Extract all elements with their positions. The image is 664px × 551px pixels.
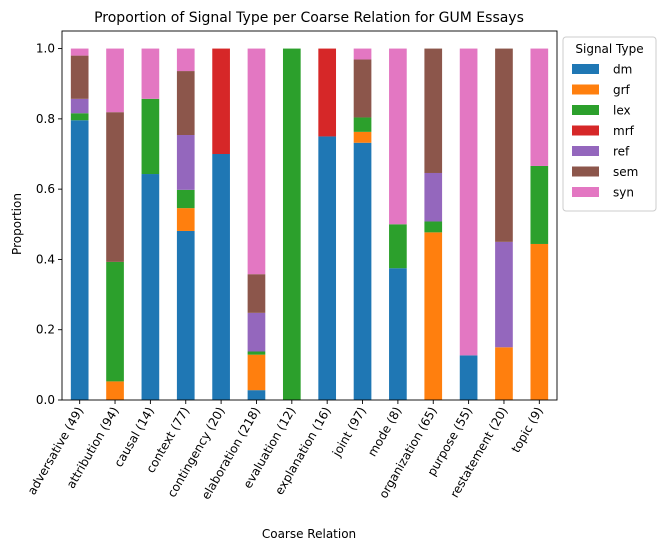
bar-segment-sem-0 [70, 55, 89, 99]
bar-segment-lex-9 [389, 224, 407, 269]
bar-segment-syn-0 [70, 48, 89, 56]
bar-segment-lex-1 [106, 261, 124, 382]
x-axis-title: Coarse Relation [262, 527, 356, 541]
chart-title: Proportion of Signal Type per Coarse Rel… [94, 10, 524, 26]
bar-segment-syn-11 [459, 48, 478, 356]
bar-segment-grf-1 [106, 381, 124, 400]
legend-swatch-sem [572, 166, 599, 177]
bar-segment-mrf-7 [318, 48, 337, 137]
legend-label-lex: lex [613, 104, 631, 118]
x-tick-label: topic (9) [509, 405, 546, 456]
bar-segment-sem-10 [424, 48, 443, 173]
legend-label-mrf: mrf [613, 124, 635, 138]
bar-segment-lex-6 [282, 48, 301, 400]
bar-segment-lex-2 [141, 98, 160, 175]
bar-segment-syn-8 [353, 48, 372, 60]
x-tick-label: mode (8) [365, 405, 405, 459]
y-tick-label: 0.2 [36, 323, 55, 337]
bar-segment-ref-12 [495, 241, 513, 348]
bar-segment-lex-8 [353, 117, 372, 132]
legend: Signal Type dm grf lex mrf ref sem syn [562, 36, 657, 212]
legend-label-dm: dm [613, 63, 632, 77]
bar-segment-syn-3 [176, 48, 195, 72]
y-tick-label: 0.6 [36, 182, 55, 196]
bar-segment-dm-0 [70, 120, 89, 400]
bar-segment-grf-13 [530, 243, 549, 400]
bar-segment-dm-11 [459, 355, 478, 400]
legend-swatch-dm [572, 64, 599, 74]
y-tick-label: 0.8 [36, 112, 55, 126]
bar-segment-dm-5 [247, 390, 266, 400]
bar-segment-ref-0 [70, 98, 89, 114]
bar-segment-lex-3 [176, 189, 195, 209]
bar-segment-lex-0 [70, 113, 89, 121]
plot-frame [61, 30, 558, 401]
bar-segment-lex-10 [424, 221, 443, 233]
bar-segment-dm-3 [176, 230, 195, 400]
bar-segment-syn-1 [106, 48, 124, 113]
bar-segment-grf-5 [247, 354, 266, 391]
bar-segment-dm-7 [318, 136, 337, 400]
bar-segment-grf-3 [176, 208, 195, 231]
y-tick-label: 0.4 [36, 252, 55, 266]
legend-label-sem: sem [613, 165, 638, 179]
legend-label-ref: ref [613, 145, 630, 159]
bar-segment-ref-10 [424, 172, 443, 222]
legend-swatch-mrf [572, 125, 599, 136]
y-tick-label: 1.0 [36, 42, 55, 56]
bar-segment-sem-12 [495, 48, 513, 242]
legend-label-grf: grf [613, 83, 631, 97]
legend-label-syn: syn [613, 186, 634, 200]
legend-swatch-grf [572, 84, 599, 95]
bar-segment-grf-8 [353, 131, 372, 143]
bar-segment-ref-3 [176, 135, 195, 190]
bar-segment-grf-10 [424, 232, 443, 400]
bars-group [70, 48, 549, 400]
bar-segment-dm-2 [141, 174, 160, 400]
bar-segment-syn-2 [141, 48, 160, 99]
x-tick-label: joint (97) [329, 405, 369, 460]
bar-segment-sem-1 [106, 112, 124, 262]
legend-swatch-syn [572, 187, 599, 197]
bar-segment-lex-13 [530, 165, 549, 244]
y-tick-label: 0.0 [36, 393, 55, 407]
y-axis-title: Proportion [10, 193, 24, 255]
bar-segment-syn-13 [530, 48, 549, 166]
bar-segment-sem-8 [353, 59, 372, 118]
legend-title: Signal Type [575, 42, 643, 56]
bar-segment-syn-5 [247, 48, 266, 275]
bar-segment-dm-8 [353, 142, 372, 400]
bar-segment-lex-5 [247, 351, 266, 355]
bar-segment-dm-4 [212, 154, 230, 400]
bar-segment-sem-3 [176, 71, 195, 136]
bar-segment-ref-5 [247, 312, 266, 352]
bar-segment-dm-9 [389, 268, 407, 400]
bar-segment-mrf-4 [212, 48, 230, 154]
bar-segment-syn-9 [389, 48, 407, 225]
bar-segment-sem-5 [247, 274, 266, 313]
legend-box [562, 36, 657, 212]
legend-swatch-lex [572, 105, 599, 115]
legend-swatch-ref [572, 146, 599, 156]
bar-segment-grf-12 [495, 347, 513, 400]
